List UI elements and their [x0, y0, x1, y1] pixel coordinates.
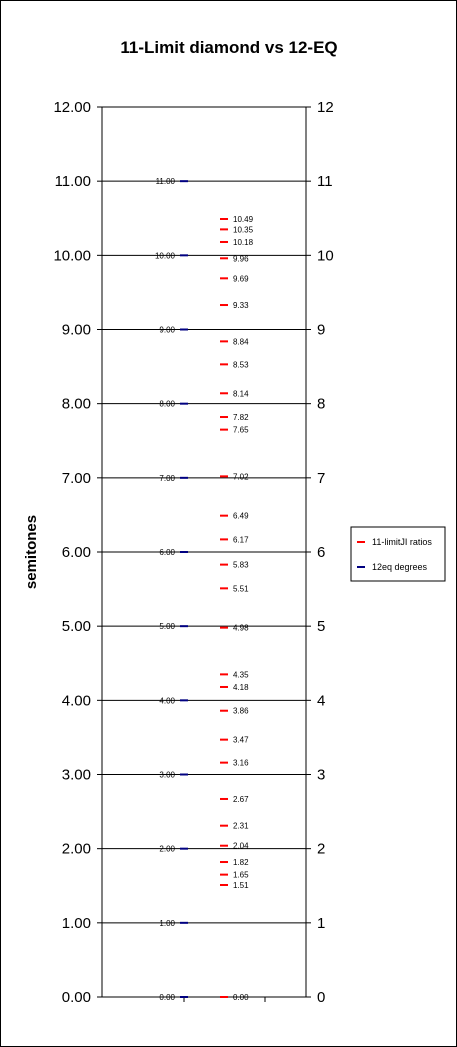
- y-ticks-left: 0.00 1.00 2.00 3.00 4.00 5.00 6.00 7.00 8.00 9.00…: [53, 99, 102, 1006]
- y-tick-label-right: 9: [317, 322, 325, 339]
- y-tick-label-right: 1: [317, 915, 325, 932]
- legend: 11-limitJI ratios 12eq degrees: [350, 526, 446, 582]
- legend-entry: 12eq degrees: [372, 562, 428, 572]
- data-label: 9.96: [233, 254, 249, 263]
- data-label: 3.47: [233, 736, 249, 745]
- data-label: 5.00: [159, 622, 175, 631]
- series-12eq-degrees: 0.00 1.00 2.00 3.00 4.00 5.00 6.00 7.00 8.00 9.00…: [155, 177, 188, 1002]
- data-label: 10.00: [155, 251, 176, 260]
- legend-box: [350, 526, 446, 582]
- data-label: 1.65: [233, 871, 249, 880]
- data-label: 3.00: [159, 771, 175, 780]
- data-label: 8.00: [159, 400, 175, 409]
- data-label: 0.00: [233, 993, 249, 1002]
- data-label: 10.18: [233, 238, 254, 247]
- data-label: 9.00: [159, 326, 175, 335]
- data-label: 4.00: [159, 696, 175, 705]
- y-tick-label-right: 11: [317, 173, 333, 190]
- data-label: 7.02: [233, 472, 249, 481]
- y-tick-label-left: 8.00: [62, 396, 91, 413]
- gridlines: [102, 106, 306, 924]
- y-tick-label-left: 3.00: [62, 767, 91, 784]
- y-tick-label-left: 1.00: [62, 915, 91, 932]
- data-label: 2.67: [233, 795, 249, 804]
- y-tick-label-right: 12: [317, 99, 334, 116]
- y-tick-label-left: 4.00: [62, 692, 91, 709]
- data-label: 0.00: [159, 993, 175, 1002]
- y-tick-label-right: 5: [317, 618, 325, 635]
- data-label: 2.04: [233, 842, 249, 851]
- series-layer: 0.00 1.511.65 1.82 2.04 2.31 2.67 3.16 3.47 3.86…: [155, 177, 254, 1002]
- data-label: 4.98: [233, 624, 249, 633]
- data-label: 4.18: [233, 683, 249, 692]
- data-label: 10.35: [233, 225, 254, 234]
- data-label: 1.82: [233, 858, 249, 867]
- data-label: 4.35: [233, 670, 249, 679]
- data-label: 5.51: [233, 584, 249, 593]
- y-tick-label-right: 6: [317, 544, 325, 561]
- data-label: 3.16: [233, 759, 249, 768]
- y-tick-label-left: 6.00: [62, 544, 91, 561]
- series-ji-ratios: 0.00 1.511.65 1.82 2.04 2.31 2.67 3.16 3.47 3.86…: [220, 215, 254, 1002]
- data-label: 6.49: [233, 512, 249, 521]
- y-tick-label-left: 7.00: [62, 470, 91, 487]
- data-label: 3.86: [233, 707, 249, 716]
- y-tick-label-left: 9.00: [62, 322, 91, 339]
- data-label: 9.69: [233, 274, 249, 283]
- y-tick-label-right: 8: [317, 396, 325, 413]
- data-label: 7.00: [159, 474, 175, 483]
- y-tick-label-left: 12.00: [53, 99, 91, 116]
- data-label: 2.31: [233, 822, 249, 831]
- data-label: 1.00: [159, 919, 175, 928]
- y-tick-label-right: 4: [317, 692, 325, 709]
- legend-entry: 11-limitJI ratios: [372, 537, 432, 547]
- data-label: 5.83: [233, 561, 249, 570]
- y-tick-label-right: 2: [317, 841, 325, 858]
- y-tick-label-right: 10: [317, 247, 334, 264]
- data-label: 10.49: [233, 215, 254, 224]
- data-label: 9.33: [233, 301, 249, 310]
- y-tick-label-left: 10.00: [53, 247, 91, 264]
- y-tick-label-right: 7: [317, 470, 325, 487]
- data-label: 8.84: [233, 337, 249, 346]
- y-tick-label-left: 2.00: [62, 841, 91, 858]
- data-label: 11.00: [156, 177, 176, 186]
- data-label: 1.51: [233, 881, 249, 890]
- y-tick-label-right: 0: [317, 989, 325, 1006]
- data-label: 8.14: [233, 389, 249, 398]
- y-tick-label-right: 3: [317, 767, 325, 784]
- data-label: 8.53: [233, 360, 249, 369]
- data-label: 7.65: [233, 426, 249, 435]
- data-label: 7.82: [233, 413, 249, 422]
- y-tick-label-left: 11.00: [55, 173, 91, 190]
- chart-title: 11-Limit diamond vs 12-EQ: [120, 38, 337, 57]
- y-tick-label-left: 5.00: [62, 618, 91, 635]
- y-tick-label-left: 0.00: [62, 989, 91, 1006]
- data-label: 6.17: [233, 535, 249, 544]
- data-label: 6.00: [159, 548, 175, 557]
- y-axis-label: semitones: [23, 515, 40, 589]
- data-label: 2.00: [159, 845, 175, 854]
